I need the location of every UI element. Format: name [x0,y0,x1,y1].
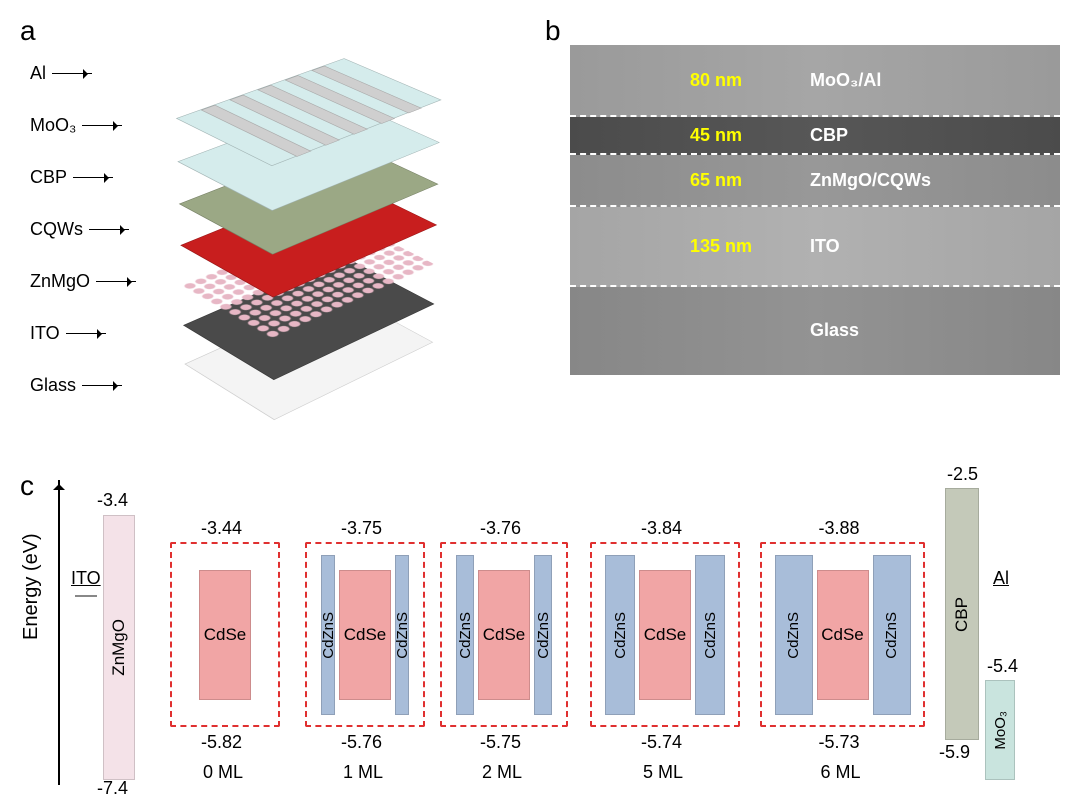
moo3-cb: -5.4 [987,656,1018,677]
shell-l-lab-3: CdZnS [605,555,635,715]
core-lab-4: CdSe [817,570,869,700]
cbp-lab: CBP [945,488,979,740]
layer-label-ZnMgO: ZnMgO [30,271,136,292]
layer-label-CBP: CBP [30,167,113,188]
arrow-icon [89,229,129,231]
panel-b: b 100 nm 80 nmMoO₃/Al45 nmCBP65 nmZnMgO/… [560,15,1060,375]
sem-thickness-0: 80 nm [690,70,742,91]
shell-r-lab-3: CdZnS [695,555,725,715]
znmgo-vb: -7.4 [97,778,128,799]
layer-label-Glass: Glass [30,375,122,396]
layer-label-CQWs: CQWs [30,219,129,240]
energy-axis-label: Energy (eV) [20,533,43,640]
layer-label-ITO: ITO [30,323,106,344]
shell-r-lab-1: CdZnS [395,555,409,715]
cb-3: -3.84 [641,518,682,539]
ml-4: 6 ML [821,762,861,783]
layer-label-MoO: MoO₃ [30,115,122,136]
cbp-cb: -2.5 [947,464,978,485]
energy-band-diagram: ITOZnMgO-3.4-7.4CdSe-3.44-5.820 MLCdZnSC… [75,480,1060,790]
znmgo-label: ZnMgO [103,515,135,780]
arrow-icon [73,177,113,179]
panel-b-label: b [545,15,561,47]
panel-a: a Al MoO₃ CBP CQWs ZnMgO ITO Glass [20,15,520,445]
ito-fermi-line [75,595,97,597]
panel-c: c Energy (eV) ITOZnMgO-3.4-7.4CdSe-3.44-… [20,470,1060,790]
sem-thickness-1: 45 nm [690,125,742,146]
sem-thickness-2: 65 nm [690,170,742,191]
shell-l-lab-1: CdZnS [321,555,335,715]
panel-a-label: a [20,15,36,47]
ml-3: 5 ML [643,762,683,783]
shell-l-lab-4: CdZnS [775,555,813,715]
device-stack-3d [110,35,510,435]
sem-cross-section: 100 nm 80 nmMoO₃/Al45 nmCBP65 nmZnMgO/CQ… [570,45,1060,375]
shell-r-lab-2: CdZnS [534,555,552,715]
core-lab-2: CdSe [478,570,530,700]
moo3-lab: MoO₃ [985,680,1015,780]
ito-label: ITO [71,568,101,589]
arrow-icon [82,385,122,387]
cbp-vb: -5.9 [939,742,970,763]
znmgo-cb: -3.4 [97,490,128,511]
arrow-icon [52,73,92,75]
cb-4: -3.88 [819,518,860,539]
ml-0: 0 ML [203,762,243,783]
shell-l-lab-2: CdZnS [456,555,474,715]
sem-thickness-3: 135 nm [690,236,752,257]
ml-2: 2 ML [482,762,522,783]
energy-axis [58,480,60,785]
cb-2: -3.76 [480,518,521,539]
layer-label-Al: Al [30,63,92,84]
arrow-icon [66,333,106,335]
sem-layer-label-3: ITO [810,236,840,257]
cb-0: -3.44 [201,518,242,539]
al-label: Al [993,568,1009,589]
core-lab-0: CdSe [199,570,251,700]
vb-0: -5.82 [201,732,242,753]
panel-c-label: c [20,470,34,502]
cb-1: -3.75 [341,518,382,539]
ml-1: 1 ML [343,762,383,783]
sem-layer-label-0: MoO₃/Al [810,70,881,91]
core-lab-3: CdSe [639,570,691,700]
core-lab-1: CdSe [339,570,391,700]
vb-3: -5.74 [641,732,682,753]
arrow-icon [96,281,136,283]
vb-4: -5.73 [819,732,860,753]
vb-1: -5.76 [341,732,382,753]
sem-layer-label-4: Glass [810,320,859,341]
arrow-icon [82,125,122,127]
shell-r-lab-4: CdZnS [873,555,911,715]
vb-2: -5.75 [480,732,521,753]
sem-layer-label-2: ZnMgO/CQWs [810,170,931,191]
sem-layer-label-1: CBP [810,125,848,146]
